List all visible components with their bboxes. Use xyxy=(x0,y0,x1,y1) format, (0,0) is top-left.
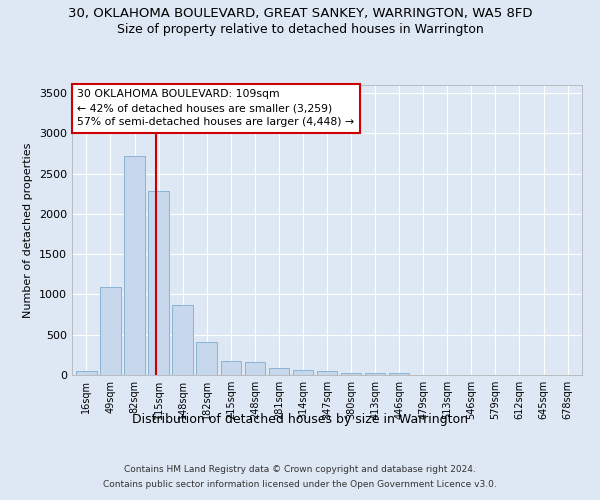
Bar xyxy=(389,374,409,375)
Bar xyxy=(148,190,169,375)
Text: Contains public sector information licensed under the Open Government Licence v3: Contains public sector information licen… xyxy=(103,480,497,489)
Text: Distribution of detached houses by size in Warrington: Distribution of detached houses by size … xyxy=(132,412,468,426)
Bar xyxy=(317,371,337,375)
Bar xyxy=(365,373,385,375)
Y-axis label: Number of detached properties: Number of detached properties xyxy=(23,142,34,318)
Text: Size of property relative to detached houses in Warrington: Size of property relative to detached ho… xyxy=(116,22,484,36)
Text: 30, OKLAHOMA BOULEVARD, GREAT SANKEY, WARRINGTON, WA5 8FD: 30, OKLAHOMA BOULEVARD, GREAT SANKEY, WA… xyxy=(68,8,532,20)
Bar xyxy=(341,372,361,375)
Bar xyxy=(172,305,193,375)
Bar xyxy=(221,362,241,375)
Bar xyxy=(76,371,97,375)
Bar xyxy=(293,370,313,375)
Bar xyxy=(124,156,145,375)
Text: 30 OKLAHOMA BOULEVARD: 109sqm
← 42% of detached houses are smaller (3,259)
57% o: 30 OKLAHOMA BOULEVARD: 109sqm ← 42% of d… xyxy=(77,90,354,128)
Bar xyxy=(245,362,265,375)
Bar xyxy=(196,342,217,375)
Text: Contains HM Land Registry data © Crown copyright and database right 2024.: Contains HM Land Registry data © Crown c… xyxy=(124,465,476,474)
Bar xyxy=(100,287,121,375)
Bar xyxy=(269,368,289,375)
